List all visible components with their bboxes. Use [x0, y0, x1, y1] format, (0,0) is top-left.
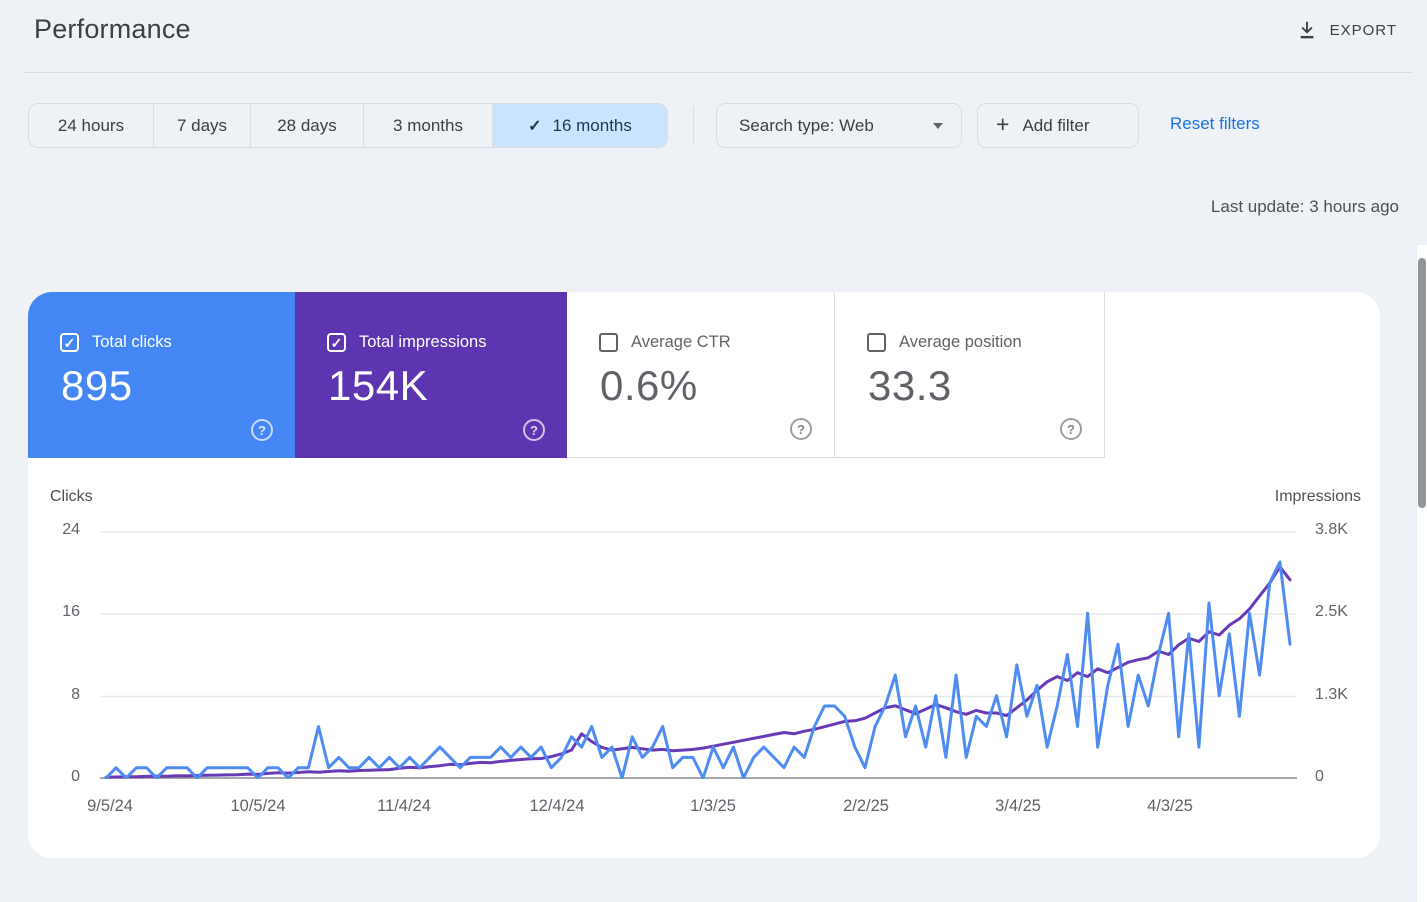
- header-divider: [24, 72, 1413, 73]
- add-filter-button[interactable]: + Add filter: [977, 103, 1139, 148]
- metric-value: 895: [61, 362, 133, 409]
- export-button[interactable]: EXPORT: [1296, 12, 1397, 48]
- metric-label: Total impressions: [359, 333, 487, 351]
- checkbox-unchecked-icon[interactable]: [599, 333, 618, 352]
- tab-16-months[interactable]: ✓ 16 months: [493, 104, 667, 147]
- metric-label: Average position: [899, 333, 1022, 351]
- metric-row-filler: [1105, 292, 1380, 458]
- metric-label: Total clicks: [92, 333, 172, 351]
- left-axis-title: Clicks: [50, 488, 93, 505]
- help-icon[interactable]: ?: [790, 418, 812, 440]
- tab-24-hours[interactable]: 24 hours: [29, 104, 154, 147]
- metric-value: 33.3: [868, 362, 952, 409]
- metric-label: Average CTR: [631, 333, 731, 351]
- x-axis-tick: 1/3/25: [690, 797, 736, 815]
- tab-label: 16 months: [552, 115, 632, 135]
- tab-28-days[interactable]: 28 days: [251, 104, 364, 147]
- x-axis-tick: 3/4/25: [995, 797, 1041, 815]
- performance-line-chart[interactable]: [100, 531, 1297, 779]
- x-axis-tick: 11/4/24: [377, 797, 431, 815]
- series-total-clicks: [104, 560, 1292, 779]
- scrollbar[interactable]: [1417, 245, 1427, 902]
- x-axis-tick: 4/3/25: [1147, 797, 1193, 815]
- tab-label: 7 days: [176, 115, 228, 135]
- metric-card-average-position[interactable]: Average position 33.3 ?: [835, 292, 1105, 458]
- metric-value: 154K: [328, 362, 429, 409]
- checkbox-checked-icon[interactable]: ✓: [60, 333, 79, 352]
- page-title: Performance: [34, 14, 191, 44]
- checkbox-checked-icon[interactable]: ✓: [327, 333, 346, 352]
- metric-card-average-ctr[interactable]: Average CTR 0.6% ?: [567, 292, 835, 458]
- left-axis-tick: 16: [62, 603, 80, 620]
- last-update-text: Last update: 3 hours ago: [1210, 197, 1399, 216]
- right-axis-tick: 2.5K: [1315, 603, 1348, 620]
- plus-icon: +: [996, 111, 1010, 137]
- toolbar-divider: [693, 106, 694, 145]
- export-label: EXPORT: [1329, 21, 1397, 39]
- right-axis-tick: 3.8K: [1315, 521, 1348, 538]
- right-axis-tick: 1.3K: [1315, 686, 1348, 703]
- x-axis-tick: 9/5/24: [87, 797, 133, 815]
- help-icon[interactable]: ?: [251, 419, 273, 441]
- right-axis-title: Impressions: [1274, 488, 1361, 505]
- chevron-down-icon: [933, 122, 943, 129]
- metric-card-total-impressions[interactable]: ✓ Total impressions 154K ?: [295, 292, 567, 458]
- checkbox-unchecked-icon[interactable]: [867, 333, 886, 352]
- scrollbar-thumb[interactable]: [1418, 258, 1426, 508]
- left-axis-tick: 0: [71, 768, 80, 785]
- right-axis-tick: 0: [1315, 768, 1324, 785]
- x-axis-tick: 10/5/24: [230, 797, 286, 815]
- x-axis-tick: 12/4/24: [529, 797, 585, 815]
- add-filter-label: Add filter: [1022, 115, 1090, 135]
- left-axis-tick: 24: [62, 521, 80, 538]
- tab-label: 3 months: [393, 115, 463, 135]
- download-icon: [1300, 21, 1314, 39]
- check-icon: ✓: [528, 117, 542, 135]
- metric-cards-row: ✓ Total clicks 895 ? ✓ Total impressions…: [28, 292, 1380, 458]
- search-type-dropdown[interactable]: Search type: Web: [716, 103, 962, 148]
- tab-3-months[interactable]: 3 months: [364, 104, 493, 147]
- metric-value: 0.6%: [600, 362, 698, 409]
- reset-filters-link[interactable]: Reset filters: [1170, 114, 1260, 133]
- left-axis-tick: 8: [71, 686, 80, 703]
- performance-card: ✓ Total clicks 895 ? ✓ Total impressions…: [28, 292, 1380, 858]
- tab-label: 24 hours: [57, 115, 125, 135]
- tab-7-days[interactable]: 7 days: [154, 104, 251, 147]
- x-axis-tick: 2/2/25: [843, 797, 889, 815]
- date-range-tabs: 24 hours 7 days 28 days 3 months ✓ 16 mo…: [28, 103, 668, 148]
- metric-card-total-clicks[interactable]: ✓ Total clicks 895 ?: [28, 292, 295, 458]
- help-icon[interactable]: ?: [523, 419, 545, 441]
- tab-label: 28 days: [277, 115, 337, 135]
- search-type-label: Search type: Web: [739, 115, 874, 135]
- help-icon[interactable]: ?: [1060, 418, 1082, 440]
